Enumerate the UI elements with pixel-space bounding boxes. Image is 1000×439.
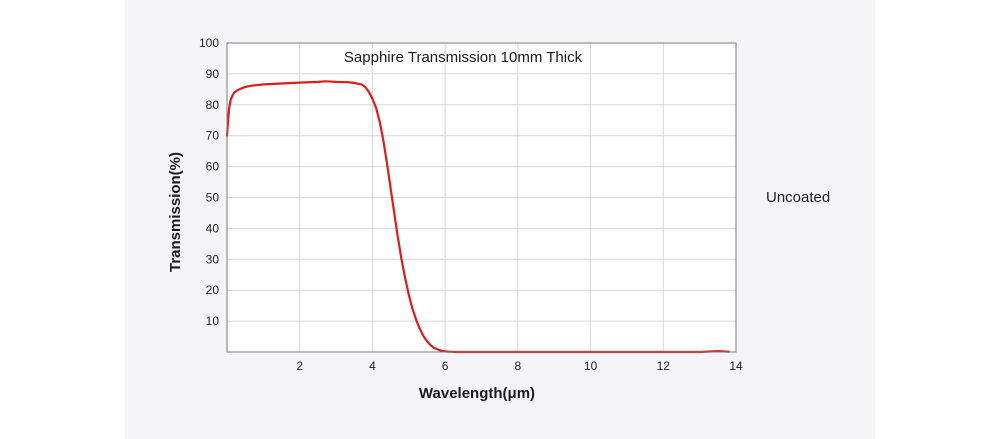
chart-title: Sapphire Transmission 10mm Thick [344, 49, 583, 66]
y-tick-label: 60 [206, 160, 220, 174]
y-tick-label: 80 [206, 98, 220, 112]
coating-label: Uncoated [766, 189, 831, 206]
x-tick-label: 6 [442, 359, 449, 373]
y-tick-label: 50 [206, 191, 220, 205]
x-tick-label: 14 [729, 359, 743, 373]
y-tick-label: 90 [206, 67, 220, 81]
gridlines [227, 43, 736, 352]
y-axis-title: Transmission(%) [167, 152, 184, 272]
x-tick-label: 12 [657, 359, 671, 373]
y-tick-label: 40 [206, 221, 220, 235]
y-tick-label: 20 [206, 283, 220, 297]
y-tick-label: 30 [206, 252, 220, 266]
plot-frame [226, 42, 737, 353]
x-tick-label: 2 [296, 359, 303, 373]
x-tick-label: 8 [515, 359, 522, 373]
x-axis-title: Wavelength(μm) [419, 385, 535, 402]
tick-labels: 10 20 30 40 50 60 70 80 90 100 2 4 6 8 10 12 14 [199, 36, 743, 373]
y-tick-label: 10 [206, 314, 220, 328]
x-tick-label: 10 [584, 359, 598, 373]
y-tick-label: 70 [206, 129, 220, 143]
x-tick-label: 4 [369, 359, 376, 373]
y-tick-label: 100 [199, 36, 219, 50]
